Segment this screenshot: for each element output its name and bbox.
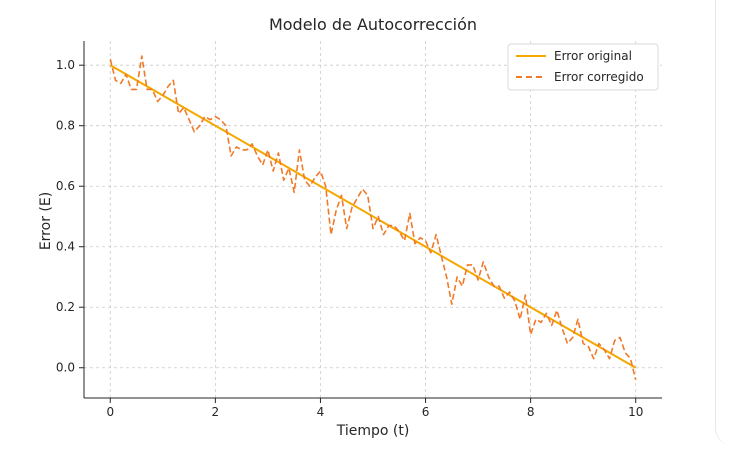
legend-label-error-corregido: Error corregido (554, 70, 644, 84)
y-axis-label: Error (E) (38, 192, 54, 250)
x-tick-label: 4 (317, 405, 325, 419)
grid-lines (84, 41, 662, 398)
series-line-error-corregido (109, 55, 637, 380)
y-tick-label: 0.0 (56, 361, 75, 375)
x-tick-label: 8 (527, 405, 535, 419)
x-tick-label: 10 (628, 405, 643, 419)
series-group (109, 55, 637, 380)
axes (83, 41, 662, 399)
panel-edge (715, 0, 734, 446)
x-axis-ticks: 0 2 4 6 8 10 (106, 398, 643, 419)
legend: Error original Error corregido (507, 43, 659, 91)
x-tick-label: 6 (422, 405, 430, 419)
series-line-error-original (109, 64, 637, 369)
y-axis-ticks: 0.0 0.2 0.4 0.6 0.8 1.0 (56, 58, 84, 375)
y-tick-label: 0.2 (56, 300, 75, 314)
chart-title: Modelo de Autocorrección (269, 15, 477, 34)
x-axis-label: Tiempo (t) (336, 423, 410, 439)
x-tick-label: 2 (212, 405, 220, 419)
y-tick-label: 0.4 (56, 240, 75, 254)
y-tick-label: 1.0 (56, 58, 75, 72)
y-tick-label: 0.8 (56, 119, 75, 133)
legend-label-error-original: Error original (554, 49, 632, 63)
x-tick-label: 0 (106, 405, 114, 419)
y-tick-label: 0.6 (56, 179, 75, 193)
